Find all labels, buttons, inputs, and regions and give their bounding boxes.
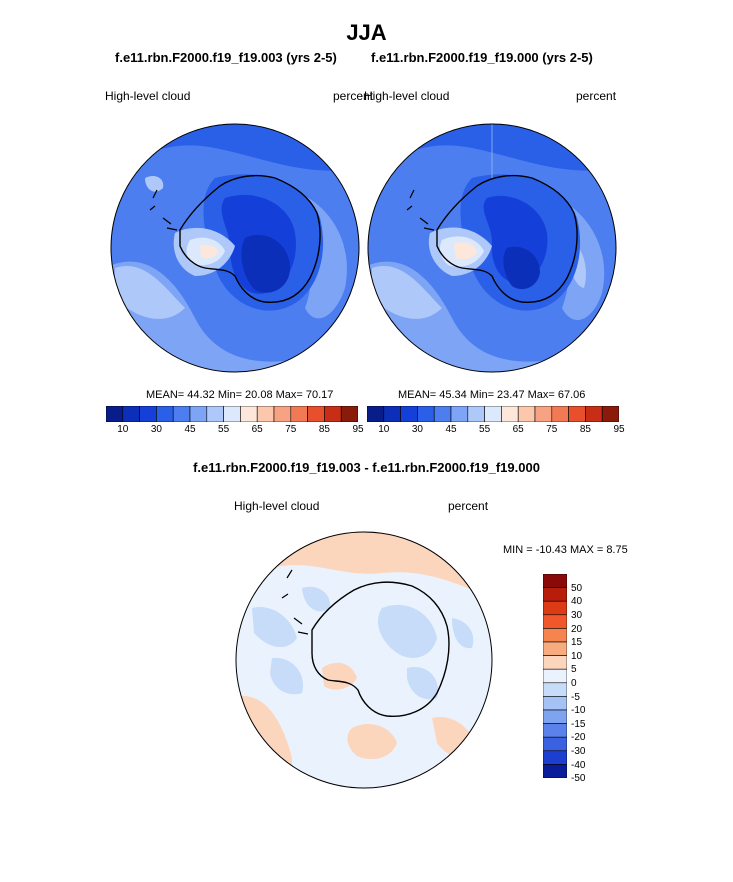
colorbar-tick-label: -20 <box>571 732 586 744</box>
page-title: JJA <box>346 20 387 45</box>
colorbar-tick-label: 30 <box>571 610 583 621</box>
colorbar-swatch <box>156 406 174 422</box>
panel-right-colorbar <box>367 406 619 422</box>
colorbar-swatch <box>543 682 567 697</box>
colorbar-tick-label: 10 <box>378 424 390 435</box>
panel-right-units-label: percent <box>576 89 617 103</box>
colorbar-swatch <box>290 406 308 422</box>
colorbar-swatch <box>139 406 157 422</box>
colorbar-tick-label: 75 <box>546 424 558 435</box>
colorbar-swatch <box>122 406 140 422</box>
colorbar-swatch <box>417 406 435 422</box>
colorbar-tick-label: 30 <box>411 424 423 435</box>
colorbar-tick-label: 5 <box>571 664 577 676</box>
colorbar-swatch <box>568 406 586 422</box>
colorbar-swatch <box>383 406 401 422</box>
colorbar-swatch <box>543 668 567 684</box>
panel-right-colorbar-ticks: 10 30 45 55 65 75 85 95 <box>367 424 624 438</box>
colorbar-swatch <box>551 406 569 422</box>
colorbar-swatch <box>543 614 567 629</box>
panel-right-map <box>367 123 617 373</box>
colorbar-swatch <box>543 723 567 738</box>
colorbar-swatch <box>543 574 567 588</box>
colorbar-swatch <box>543 600 567 616</box>
colorbar-tick-label: 85 <box>579 424 591 435</box>
colorbar-tick-label: 95 <box>613 424 625 435</box>
diff-field-label: High-level cloud <box>234 499 320 513</box>
colorbar-tick-label: 0 <box>571 678 577 689</box>
colorbar-swatch <box>340 406 358 422</box>
colorbar-tick-label: -30 <box>571 746 586 757</box>
panel-left-stats: MEAN= 44.32 Min= 20.08 Max= 70.17 <box>146 389 334 401</box>
colorbar-tick-label: -10 <box>571 705 586 717</box>
diff-stats: MIN = -10.43 MAX = 8.75 <box>503 544 628 556</box>
colorbar-swatch <box>543 641 567 656</box>
diff-map <box>235 531 493 789</box>
colorbar-tick-label: 15 <box>571 637 583 649</box>
colorbar-tick-label: 10 <box>571 650 583 662</box>
panel-left-map <box>110 123 360 373</box>
colorbar-swatch <box>367 406 385 422</box>
colorbar-swatch <box>450 406 469 422</box>
diff-colorbar-labels: 50 40 30 20 15 10 5 0 -5 -10 -15 -20 -30 -40 -50 <box>571 574 611 784</box>
colorbar-swatch <box>223 406 241 422</box>
colorbar-tick-label: 55 <box>479 424 491 435</box>
colorbar-swatch <box>517 406 536 422</box>
colorbar-swatch <box>240 406 258 422</box>
panel-right-field-label: High-level cloud <box>364 89 450 103</box>
colorbar-swatch <box>307 406 325 422</box>
colorbar-swatch <box>543 628 567 643</box>
colorbar-swatch <box>484 406 502 422</box>
colorbar-tick-label: 95 <box>352 424 364 435</box>
colorbar-swatch <box>601 406 619 422</box>
colorbar-swatch <box>543 696 567 711</box>
panel-left-colorbar <box>106 406 358 422</box>
colorbar-swatch <box>501 406 519 422</box>
panel-right-stats: MEAN= 45.34 Min= 23.47 Max= 67.06 <box>398 389 586 401</box>
diff-units-label: percent <box>448 499 489 513</box>
colorbar-tick-label: 65 <box>512 424 524 435</box>
colorbar-tick-label: 20 <box>571 623 583 635</box>
diff-colorbar <box>543 574 567 778</box>
colorbar-tick-label: 85 <box>318 424 330 435</box>
panel-left-colorbar-ticks: 10 30 45 55 65 75 85 95 <box>106 424 363 438</box>
panel-right-case-title: f.e11.rbn.F2000.f19_f19.000 (yrs 2-5) <box>371 50 593 65</box>
colorbar-swatch <box>106 406 124 422</box>
colorbar-tick-label: -50 <box>571 773 586 785</box>
colorbar-tick-label: -15 <box>571 718 586 730</box>
colorbar-swatch <box>433 406 452 422</box>
colorbar-tick-label: 50 <box>571 582 583 594</box>
colorbar-swatch <box>273 406 292 422</box>
colorbar-swatch <box>543 709 567 724</box>
colorbar-tick-label: 40 <box>571 596 583 608</box>
colorbar-swatch <box>189 406 208 422</box>
colorbar-swatch <box>543 764 567 778</box>
colorbar-tick-label: -5 <box>571 691 580 703</box>
colorbar-swatch <box>172 406 191 422</box>
colorbar-swatch <box>543 750 567 765</box>
colorbar-swatch <box>543 587 567 602</box>
colorbar-swatch <box>324 406 342 422</box>
colorbar-swatch <box>543 736 567 752</box>
colorbar-tick-label: 75 <box>285 424 297 435</box>
panel-left-field-label: High-level cloud <box>105 89 191 103</box>
colorbar-swatch <box>585 406 603 422</box>
colorbar-tick-label: 30 <box>150 424 162 435</box>
panel-left-units-label: percent <box>333 89 374 103</box>
colorbar-swatch <box>543 655 567 670</box>
colorbar-tick-label: 45 <box>184 424 196 435</box>
panel-left-case-title: f.e11.rbn.F2000.f19_f19.003 (yrs 2-5) <box>115 50 337 65</box>
colorbar-tick-label: 55 <box>218 424 230 435</box>
colorbar-tick-label: 10 <box>117 424 129 435</box>
colorbar-swatch <box>534 406 553 422</box>
colorbar-tick-label: 45 <box>445 424 457 435</box>
colorbar-tick-label: -40 <box>571 759 586 771</box>
colorbar-swatch <box>256 406 275 422</box>
colorbar-swatch <box>206 406 224 422</box>
diff-title: f.e11.rbn.F2000.f19_f19.003 - f.e11.rbn.… <box>193 460 540 475</box>
colorbar-tick-label: 65 <box>251 424 263 435</box>
colorbar-swatch <box>467 406 485 422</box>
colorbar-swatch <box>400 406 418 422</box>
